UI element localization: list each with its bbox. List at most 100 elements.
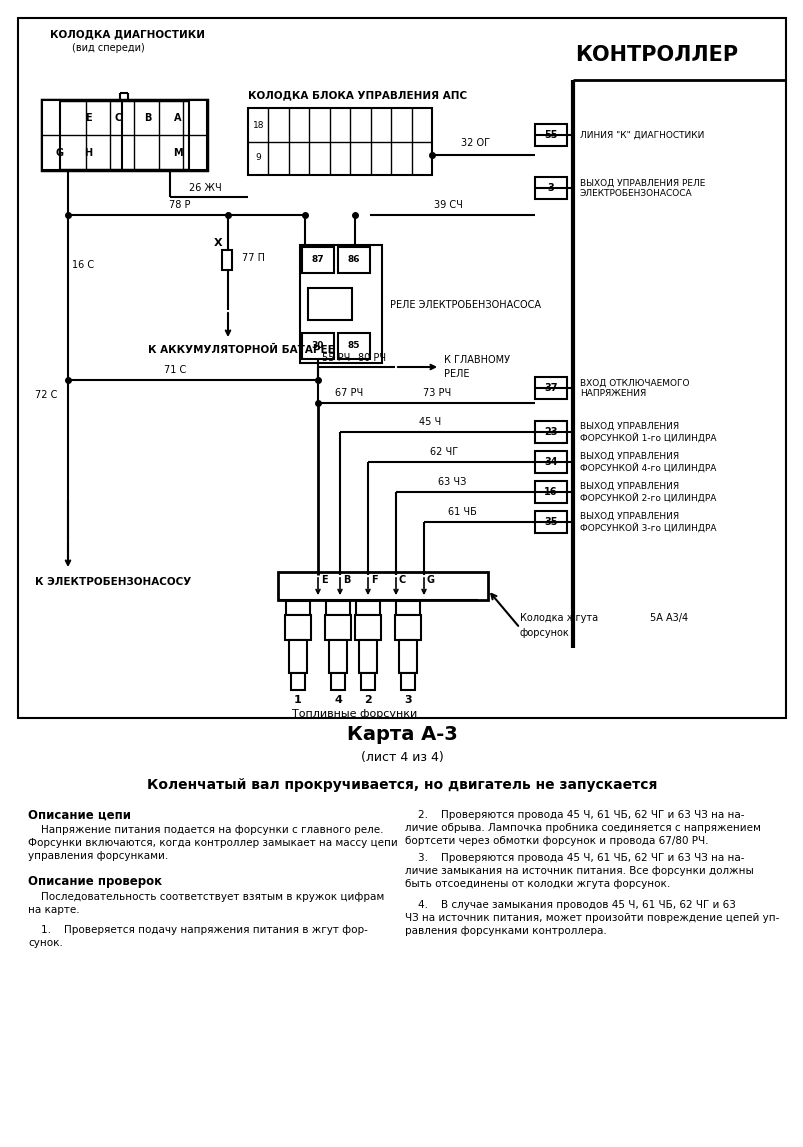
Bar <box>337 333 369 359</box>
Text: 26 ЖЧ: 26 ЖЧ <box>189 184 221 193</box>
Bar <box>300 245 381 362</box>
Text: B: B <box>343 575 350 585</box>
Text: 71 С: 71 С <box>164 365 185 375</box>
Text: 18: 18 <box>252 120 263 130</box>
Bar <box>331 673 344 690</box>
Text: РЕЛЕ: РЕЛЕ <box>443 369 469 379</box>
Text: 3: 3 <box>404 695 411 705</box>
Text: 16 С: 16 С <box>72 260 94 270</box>
Bar <box>359 640 377 673</box>
Bar <box>534 512 566 533</box>
Bar <box>534 124 566 146</box>
Text: 55: 55 <box>544 130 557 140</box>
Bar <box>286 601 310 615</box>
Text: Карта А-3: Карта А-3 <box>346 726 457 744</box>
Text: КОЛОДКА БЛОКА УПРАВЛЕНИЯ АПС: КОЛОДКА БЛОКА УПРАВЛЕНИЯ АПС <box>247 89 467 100</box>
Text: 3.    Проверяются провода 45 Ч, 61 ЧБ, 62 ЧГ и 63 ЧЗ на на-: 3. Проверяются провода 45 Ч, 61 ЧБ, 62 Ч… <box>405 853 744 863</box>
Bar <box>325 601 349 615</box>
Text: 78 Р: 78 Р <box>169 200 190 210</box>
Text: Форсунки включаются, когда контроллер замыкает на массу цепи: Форсунки включаются, когда контроллер за… <box>28 838 397 848</box>
Text: Коленчатый вал прокручивается, но двигатель не запускается: Коленчатый вал прокручивается, но двигат… <box>147 778 656 791</box>
Bar <box>534 177 566 198</box>
Text: ВХОД ОТКЛЮЧАЕМОГО
НАПРЯЖЕНИЯ: ВХОД ОТКЛЮЧАЕМОГО НАПРЯЖЕНИЯ <box>579 379 689 398</box>
Text: 85: 85 <box>348 342 360 351</box>
Text: 72 С: 72 С <box>35 390 57 400</box>
Text: 80 РЧ: 80 РЧ <box>357 353 385 362</box>
Text: 3: 3 <box>547 184 554 193</box>
Text: Описание цепи: Описание цепи <box>28 809 131 821</box>
Text: 45 Ч: 45 Ч <box>418 418 441 427</box>
Bar <box>401 673 414 690</box>
Bar <box>337 247 369 273</box>
Bar <box>288 640 307 673</box>
Text: G: G <box>56 148 64 158</box>
Text: бортсети через обмотки форсунок и провода 67/80 РЧ.: бортсети через обмотки форсунок и провод… <box>405 836 707 846</box>
Bar <box>302 247 333 273</box>
Text: К ЭЛЕКТРОБЕНЗОНАСОСУ: К ЭЛЕКТРОБЕНЗОНАСОСУ <box>35 577 191 587</box>
Bar <box>534 421 566 443</box>
Text: X: X <box>214 237 222 248</box>
Bar <box>284 615 311 640</box>
Text: ВЫХОД УПРАВЛЕНИЯ
ФОРСУНКОЙ 2-го ЦИЛИНДРА: ВЫХОД УПРАВЛЕНИЯ ФОРСУНКОЙ 2-го ЦИЛИНДРА <box>579 482 715 502</box>
Text: M: M <box>173 148 182 158</box>
Text: 63 ЧЗ: 63 ЧЗ <box>438 477 466 487</box>
Bar <box>394 615 421 640</box>
Text: 34: 34 <box>544 457 557 467</box>
Text: E: E <box>320 575 327 585</box>
Text: 23: 23 <box>544 427 557 437</box>
Text: ВЫХОД УПРАВЛЕНИЯ
ФОРСУНКОЙ 3-го ЦИЛИНДРА: ВЫХОД УПРАВЛЕНИЯ ФОРСУНКОЙ 3-го ЦИЛИНДРА <box>579 512 715 532</box>
Text: (лист 4 из 4): (лист 4 из 4) <box>361 751 442 765</box>
Text: 4.    В случае замыкания проводов 45 Ч, 61 ЧБ, 62 ЧГ и 63: 4. В случае замыкания проводов 45 Ч, 61 … <box>405 900 735 910</box>
Bar <box>361 673 374 690</box>
Text: 5А А3/4: 5А А3/4 <box>649 612 687 623</box>
Bar <box>534 481 566 504</box>
Text: РЕЛЕ ЭЛЕКТРОБЕНЗОНАСОСА: РЕЛЕ ЭЛЕКТРОБЕНЗОНАСОСА <box>389 301 540 310</box>
Text: 32 ОГ: 32 ОГ <box>461 138 490 148</box>
Text: 61 ЧБ: 61 ЧБ <box>447 507 476 517</box>
Bar <box>42 100 60 170</box>
Text: 87: 87 <box>312 256 324 265</box>
Text: 73 РЧ: 73 РЧ <box>422 388 450 398</box>
Text: К АККУМУЛЯТОРНОЙ БАТАРЕЕ: К АККУМУЛЯТОРНОЙ БАТАРЕЕ <box>148 345 334 356</box>
Text: 9: 9 <box>255 154 261 163</box>
Bar <box>302 333 333 359</box>
Text: G: G <box>426 575 434 585</box>
Bar <box>222 250 232 270</box>
Text: (вид спереди): (вид спереди) <box>72 42 145 53</box>
Text: КОЛОДКА ДИАГНОСТИКИ: КОЛОДКА ДИАГНОСТИКИ <box>50 29 205 39</box>
Text: 1: 1 <box>294 695 301 705</box>
Text: 2.    Проверяются провода 45 Ч, 61 ЧБ, 62 ЧГ и 63 ЧЗ на на-: 2. Проверяются провода 45 Ч, 61 ЧБ, 62 Ч… <box>405 810 744 820</box>
Text: H: H <box>84 148 92 158</box>
Text: C: C <box>114 114 121 123</box>
Text: 2: 2 <box>364 695 372 705</box>
Text: управления форсунками.: управления форсунками. <box>28 851 168 861</box>
Text: ВЫХОД УПРАВЛЕНИЯ РЕЛЕ
ЭЛЕКТРОБЕНЗОНАСОСА: ВЫХОД УПРАВЛЕНИЯ РЕЛЕ ЭЛЕКТРОБЕНЗОНАСОСА <box>579 178 704 197</box>
Bar <box>534 451 566 473</box>
Text: 16: 16 <box>544 487 557 497</box>
Text: 39 СЧ: 39 СЧ <box>433 200 462 210</box>
Text: Топливные форсунки: Топливные форсунки <box>292 709 417 719</box>
Text: 55 РЧ: 55 РЧ <box>321 353 350 362</box>
Text: B: B <box>144 114 152 123</box>
Text: 86: 86 <box>348 256 360 265</box>
Text: Последовательность соответствует взятым в кружок цифрам: Последовательность соответствует взятым … <box>28 892 384 902</box>
Bar <box>247 108 431 175</box>
Bar <box>398 640 417 673</box>
Text: быть отсоединены от колодки жгута форсунок.: быть отсоединены от колодки жгута форсун… <box>405 879 670 889</box>
Text: КОНТРОЛЛЕР: КОНТРОЛЛЕР <box>574 45 737 65</box>
Text: 4: 4 <box>334 695 341 705</box>
Bar <box>396 601 419 615</box>
Text: 37: 37 <box>544 383 557 393</box>
Text: Описание проверок: Описание проверок <box>28 875 161 889</box>
Text: 30: 30 <box>312 342 324 351</box>
Text: E: E <box>84 114 92 123</box>
Text: ЛИНИЯ "К" ДИАГНОСТИКИ: ЛИНИЯ "К" ДИАГНОСТИКИ <box>579 131 703 140</box>
Text: ВЫХОД УПРАВЛЕНИЯ
ФОРСУНКОЙ 1-го ЦИЛИНДРА: ВЫХОД УПРАВЛЕНИЯ ФОРСУНКОЙ 1-го ЦИЛИНДРА <box>579 422 715 443</box>
Text: личие обрыва. Лампочка пробника соединяется с напряжением: личие обрыва. Лампочка пробника соединяе… <box>405 824 760 833</box>
Bar <box>18 18 785 718</box>
Text: форсунок: форсунок <box>520 629 569 638</box>
Text: Колодка жгута: Колодка жгута <box>520 612 597 623</box>
Bar <box>355 615 381 640</box>
Bar <box>291 673 304 690</box>
Text: ВЫХОД УПРАВЛЕНИЯ
ФОРСУНКОЙ 4-го ЦИЛИНДРА: ВЫХОД УПРАВЛЕНИЯ ФОРСУНКОЙ 4-го ЦИЛИНДРА <box>579 452 715 473</box>
